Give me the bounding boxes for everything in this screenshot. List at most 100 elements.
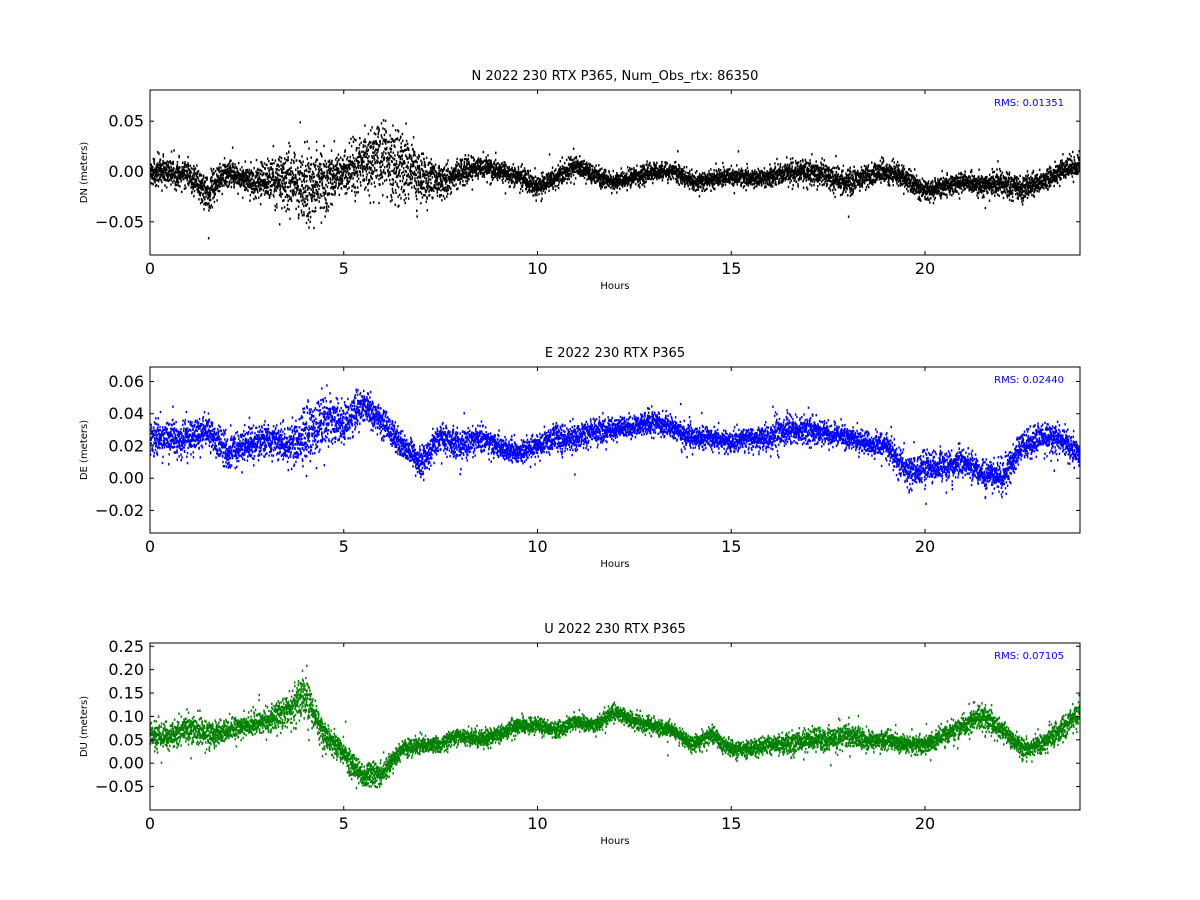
north-data-point (367, 183, 369, 186)
north-data-point (680, 181, 682, 184)
north-data-point (601, 179, 603, 183)
north-data-point (608, 169, 610, 173)
north-data-point (568, 177, 571, 181)
north-data-point (360, 157, 362, 160)
north-data-point (502, 181, 504, 184)
north-data-point (392, 139, 394, 142)
north-data-point (352, 140, 355, 144)
north-data-point (649, 172, 652, 175)
north-data-point (324, 176, 327, 180)
north-data-point (300, 199, 303, 202)
north-data-point (400, 197, 402, 200)
north-data-point (685, 180, 688, 183)
north-data-point (648, 177, 651, 180)
north-data-point (666, 162, 669, 165)
north-data-point (496, 168, 499, 171)
north-data-point (301, 194, 304, 197)
north-data-point (219, 181, 222, 184)
north-data-point (372, 151, 374, 154)
north-data-point (362, 174, 364, 177)
north-data-point (684, 173, 686, 176)
north-data-point (432, 196, 434, 200)
north-data-point (606, 183, 609, 186)
north-data-point (573, 158, 575, 161)
north-data-point (188, 174, 190, 178)
north-data-point (163, 162, 165, 165)
north-data-point (490, 182, 492, 185)
north-data-point (390, 150, 392, 154)
north-data-point (373, 132, 376, 135)
north-data-point (240, 173, 242, 176)
north-data-point (435, 183, 438, 186)
north-data-point (389, 156, 391, 160)
north-data-point (403, 189, 405, 193)
north-data-point (193, 165, 195, 168)
north-data-point (306, 140, 308, 143)
north-data-point (157, 185, 160, 188)
north-data-point (524, 173, 526, 176)
north-data-point (150, 163, 152, 166)
north-data-point (329, 162, 331, 166)
north-data-point (190, 183, 193, 186)
north-data-point (416, 209, 418, 212)
north-data-point (210, 167, 212, 171)
north-data-point (419, 174, 422, 177)
north-data-point (318, 170, 320, 173)
north-data-point (258, 188, 261, 191)
north-data-point (227, 174, 230, 178)
north-data-point (352, 135, 354, 139)
north-data-point (275, 179, 278, 182)
north-data-point (370, 161, 373, 165)
north-data-point (465, 171, 468, 174)
north-data-point (345, 175, 347, 179)
north-data-point (515, 180, 517, 184)
north-data-point (334, 186, 336, 190)
north-data-point (367, 144, 369, 147)
north-data-point (628, 175, 631, 178)
north-data-point (284, 161, 287, 164)
north-data-point (228, 172, 230, 175)
north-data-point (500, 172, 502, 176)
north-data-point (683, 176, 685, 179)
north-data-point (361, 156, 364, 160)
north-data-point (358, 170, 361, 173)
north-data-point (185, 163, 187, 167)
north-data-point (624, 176, 627, 180)
north-data-point (227, 163, 230, 166)
north-data-point (563, 166, 566, 169)
north-data-point (665, 161, 667, 164)
north-data-point (677, 181, 679, 185)
north-data-point (159, 176, 161, 180)
north-data-point (187, 169, 189, 173)
north-data-point (273, 181, 275, 185)
north-data-point (279, 191, 282, 194)
north-data-point (612, 184, 615, 187)
north-data-point (532, 194, 534, 197)
north-data-point (352, 183, 355, 186)
north-data-point (611, 184, 614, 188)
north-data-point (492, 165, 494, 169)
north-data-point (527, 169, 529, 173)
north-data-point (247, 182, 249, 185)
north-data-point (420, 184, 423, 188)
north-data-point (632, 174, 635, 177)
north-data-point (258, 175, 260, 178)
north-data-point (262, 182, 265, 185)
north-data-point (188, 168, 191, 171)
north-data-point (420, 202, 422, 205)
north-data-point (160, 179, 162, 182)
north-data-point (264, 186, 267, 189)
north-data-point (460, 161, 462, 164)
north-data-point (213, 172, 215, 175)
north-data-point (521, 184, 524, 187)
north-data-point (598, 164, 600, 167)
north-data-point (627, 182, 629, 186)
north-data-point (450, 176, 453, 179)
north-data-point (271, 168, 273, 171)
north-data-point (339, 182, 342, 186)
north-data-point (429, 170, 431, 173)
north-data-point (503, 160, 505, 164)
north-data-point (474, 168, 477, 172)
north-data-point (290, 170, 292, 173)
north-data-point (321, 177, 324, 180)
